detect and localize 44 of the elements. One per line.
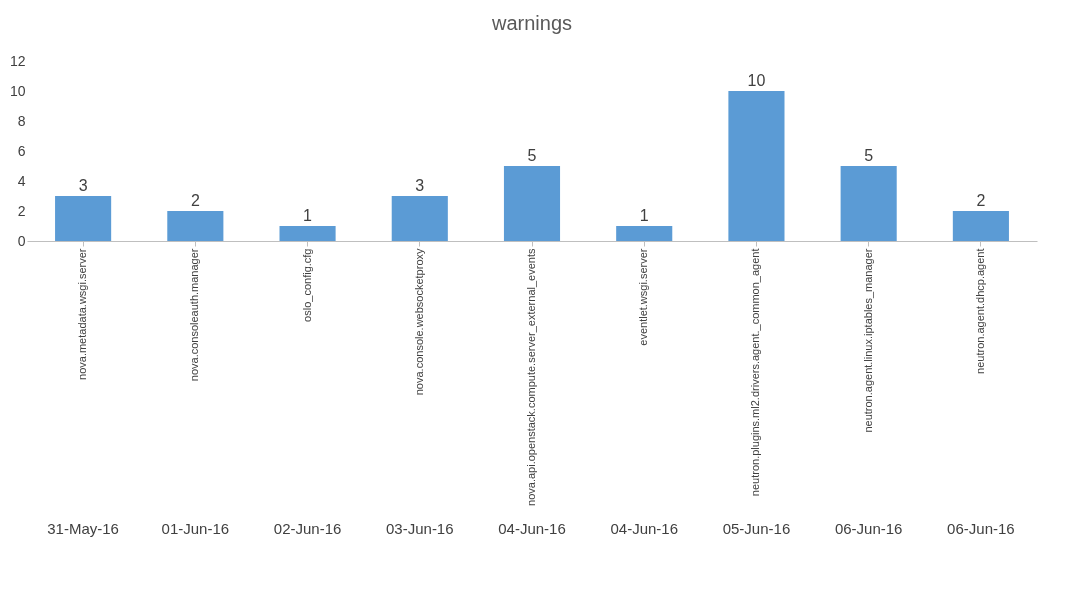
x-tick-label: nova.console.websocketproxy — [412, 248, 425, 396]
y-tick-label: 8 — [17, 112, 26, 129]
y-tick-label: 12 — [9, 52, 26, 69]
bar — [391, 196, 448, 241]
text: 02-Jun-16 — [273, 520, 342, 537]
data-label: 5 — [527, 147, 537, 164]
text: 04-Jun-16 — [610, 520, 678, 537]
data-label: 3 — [78, 177, 88, 194]
y-tick-label: 10 — [9, 82, 26, 99]
x-tick-label: nova.metadata.wsgi.server — [76, 248, 89, 380]
text: 03-Jun-16 — [386, 520, 454, 537]
y-tick-label: 0 — [17, 232, 26, 249]
bar — [616, 226, 673, 241]
bar — [728, 91, 785, 241]
x-tick-label: eventlet.wsgi.server — [637, 248, 650, 346]
y-tick-label: 4 — [17, 172, 26, 189]
x-tick-label: neutron.agent.linux.iptables_manager — [861, 248, 874, 433]
x-tick-label: neutron.agent.dhcp.agent — [973, 248, 986, 374]
chart-title: warnings — [490, 12, 573, 34]
y-tick-label: 6 — [17, 142, 26, 159]
bar — [279, 226, 336, 241]
bar — [55, 196, 112, 241]
text: 31-May-16 — [47, 520, 119, 537]
data-label: 2 — [190, 192, 200, 209]
data-label: 2 — [976, 192, 986, 209]
text: 06-Jun-16 — [947, 520, 1015, 537]
data-label: 5 — [864, 147, 874, 164]
bar — [503, 166, 561, 241]
data-label: 1 — [303, 207, 313, 224]
text: 01-Jun-16 — [161, 520, 230, 537]
data-label: 10 — [747, 72, 766, 89]
data-label: 3 — [415, 177, 425, 194]
text: 04-Jun-16 — [498, 520, 566, 537]
bar — [167, 211, 224, 241]
text: 05-Jun-16 — [722, 520, 791, 537]
bar — [840, 166, 897, 241]
text: 06-Jun-16 — [834, 520, 903, 537]
x-tick-label: oslo_config.cfg — [300, 248, 313, 322]
data-label: 1 — [639, 207, 649, 224]
x-tick-label: nova.api.openstack.compute.server_external_events — [525, 248, 537, 506]
y-tick-label: 2 — [17, 202, 26, 219]
x-tick-label: neutron.plugins.ml2.drivers.agent._common_agent — [749, 248, 762, 497]
x-tick-label: nova.consoleauth.manager — [188, 248, 201, 382]
bar — [952, 211, 1009, 241]
